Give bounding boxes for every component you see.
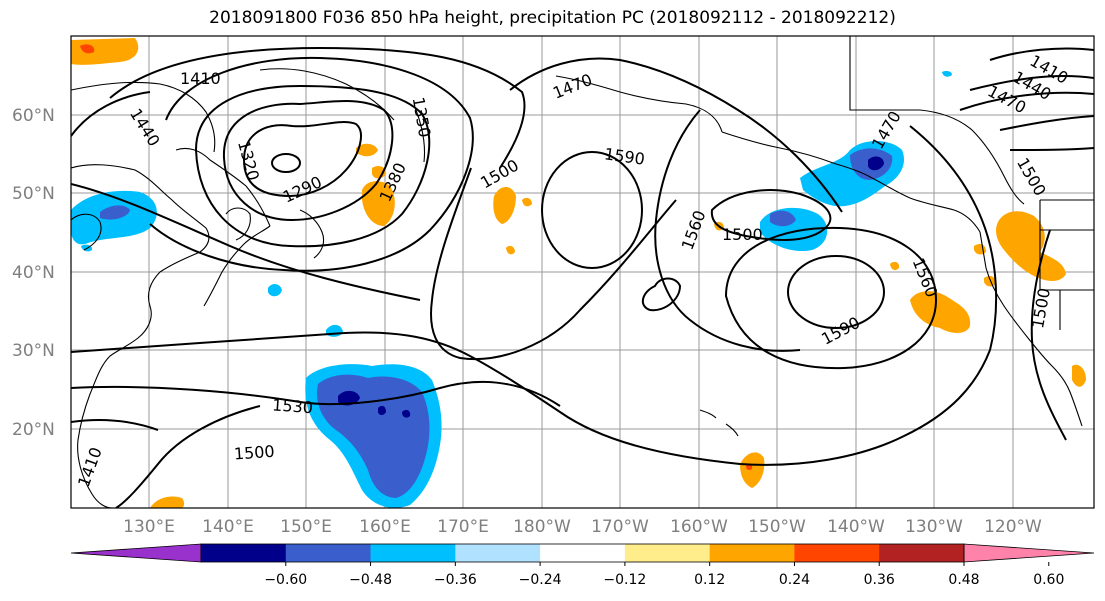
negative-precip-core xyxy=(338,390,360,406)
colorbar-tick-label: 0.60 xyxy=(1033,572,1064,588)
positive-precip-area xyxy=(493,187,516,224)
contour-label: 1500 xyxy=(722,225,763,244)
lon-label: 130°W xyxy=(905,517,963,537)
colorbar-segment xyxy=(624,544,711,562)
colorbar: −0.60 −0.48 −0.36 −0.24 −0.12 0.12 0.24 0.36 0.4… xyxy=(70,543,1095,588)
lon-label: 170°W xyxy=(591,517,649,537)
negative-precip-area xyxy=(316,374,430,498)
lon-label: 120°W xyxy=(984,517,1042,537)
negative-precip-core xyxy=(402,409,411,418)
colorbar-segment xyxy=(709,544,795,562)
height-contours xyxy=(71,46,1094,508)
positive-precip-area xyxy=(356,143,378,157)
colorbar-frame xyxy=(200,543,965,563)
positive-precip-area xyxy=(890,261,900,271)
lon-label: 140°E xyxy=(202,517,254,537)
map-border xyxy=(70,35,1095,509)
positive-precip-area xyxy=(362,181,395,226)
colorbar-tick-label: 0.24 xyxy=(779,572,810,588)
colorbar-segment xyxy=(370,544,456,562)
colorbar-tick-label: 0.48 xyxy=(948,572,979,588)
colorbar-tick-label: −0.12 xyxy=(603,572,646,588)
colorbar-segment xyxy=(879,544,965,562)
lat-label: 30°N xyxy=(12,341,55,361)
negative-precip-core xyxy=(100,205,130,220)
lon-label: 150°W xyxy=(748,517,806,537)
precip-shading xyxy=(71,38,1086,508)
positive-precip-area xyxy=(1072,364,1086,387)
positive-precip-area xyxy=(740,452,765,488)
colorbar-tick-label: 0.12 xyxy=(694,572,725,588)
colorbar-segment xyxy=(540,544,626,562)
contour-label: 1500 xyxy=(233,442,275,464)
colorbar-tick-label: −0.60 xyxy=(264,572,307,588)
lon-label: 140°W xyxy=(827,517,885,537)
positive-precip-area xyxy=(506,245,515,255)
lat-label: 50°N xyxy=(12,184,55,204)
negative-precip-area xyxy=(268,284,282,297)
negative-precip-area xyxy=(770,210,796,227)
lat-label: 20°N xyxy=(12,420,55,440)
colorbar-segment xyxy=(285,544,372,562)
lon-label: 130°E xyxy=(123,517,175,537)
positive-precip-area xyxy=(984,276,996,287)
negative-precip-area xyxy=(942,71,952,77)
positive-precip-area xyxy=(80,44,95,54)
colorbar-extension-low xyxy=(70,543,202,563)
colorbar-segment xyxy=(794,544,880,562)
longitude-labels: 130°E 140°E 150°E 160°E 170°E 180°W 170°… xyxy=(123,517,1042,537)
positive-precip-area xyxy=(996,211,1066,281)
lat-label: 60°N xyxy=(12,106,55,126)
colorbar-segment xyxy=(455,544,541,562)
negative-precip-core xyxy=(378,405,386,415)
contour-label: 1410 xyxy=(180,69,221,88)
positive-precip-area xyxy=(150,496,185,508)
latitude-labels: 60°N 50°N 40°N 30°N 20°N xyxy=(12,106,55,440)
contour-label: 1530 xyxy=(272,395,314,417)
positive-precip-area xyxy=(910,291,971,333)
negative-precip-core xyxy=(868,156,884,171)
colorbar-tick-label: −0.48 xyxy=(349,572,392,588)
colorbar-tick-label: −0.24 xyxy=(519,572,562,588)
lon-label: 160°W xyxy=(670,517,728,537)
lat-label: 40°N xyxy=(12,263,55,283)
positive-precip-area xyxy=(522,197,532,207)
lon-label: 180°W xyxy=(513,517,571,537)
lon-label: 170°E xyxy=(437,517,489,537)
colorbar-segment xyxy=(201,544,287,562)
map-title: 2018091800 F036 850 hPa height, precipit… xyxy=(209,8,896,28)
colorbar-extension-high xyxy=(963,543,1095,563)
colorbar-tick-label: 0.36 xyxy=(864,572,895,588)
lon-label: 160°E xyxy=(359,517,411,537)
lon-label: 150°E xyxy=(280,517,332,537)
colorbar-tick-label: −0.36 xyxy=(434,572,477,588)
